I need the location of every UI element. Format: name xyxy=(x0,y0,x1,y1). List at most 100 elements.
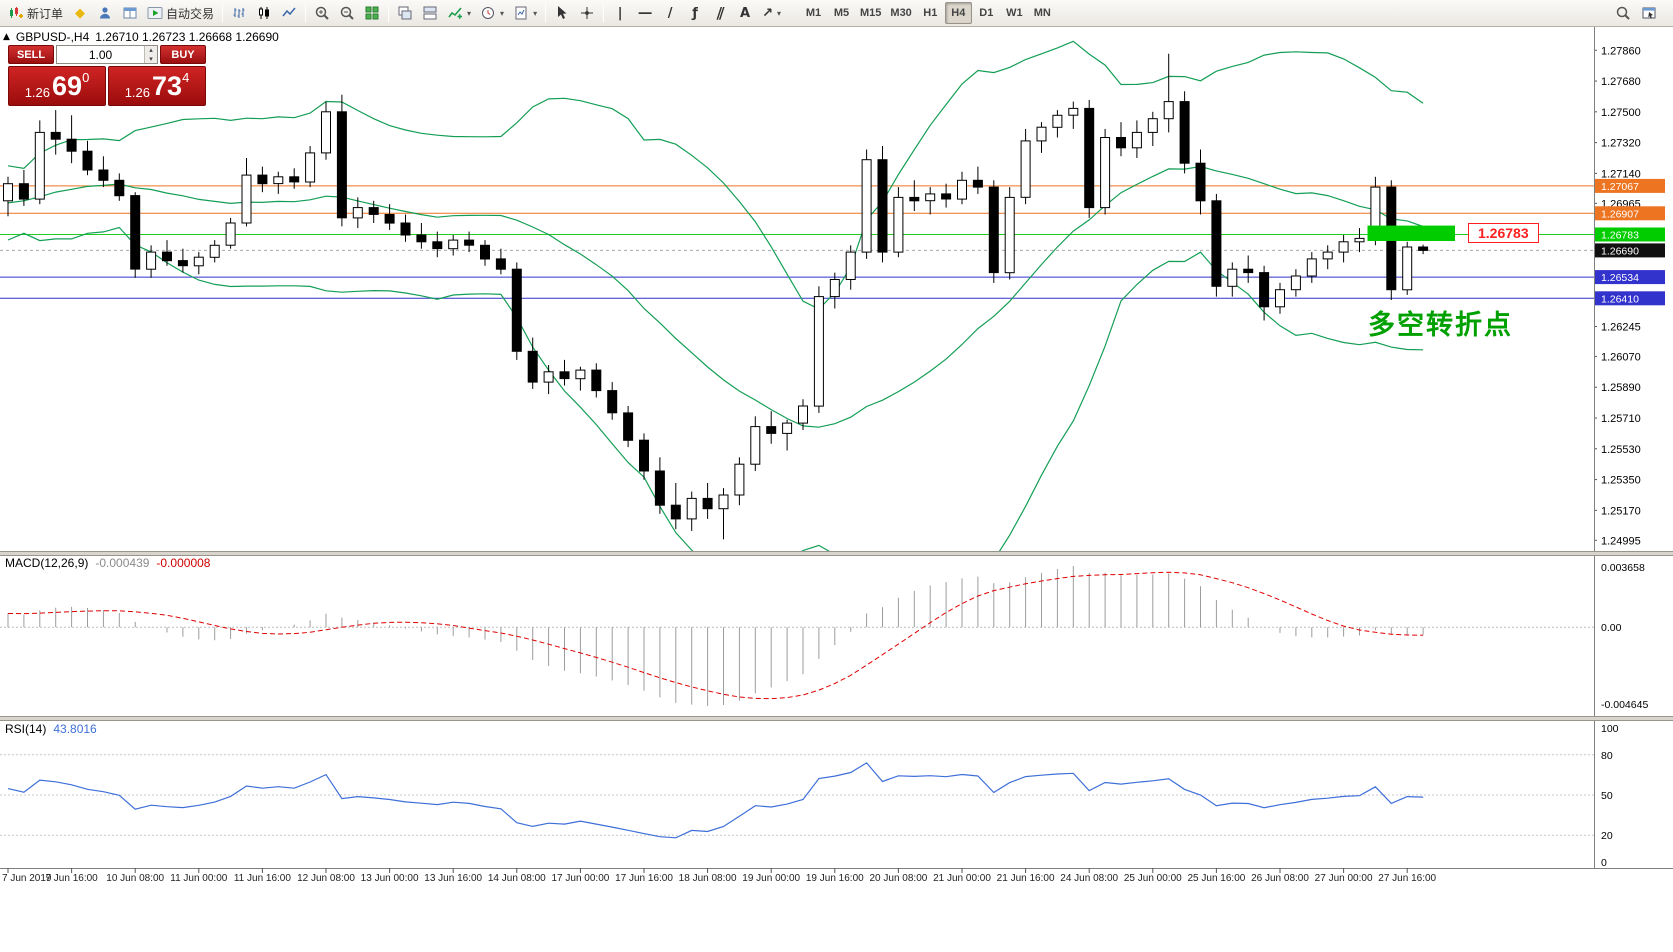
price-tag: 1.26907 xyxy=(1595,206,1665,221)
volume-decrease-button[interactable]: ▾ xyxy=(145,54,157,63)
rsi-indicator-header: RSI(14) 43.8016 xyxy=(5,722,97,736)
time-axis-label: 13 Jun 16:00 xyxy=(424,873,482,884)
sell-button[interactable]: SELL xyxy=(8,45,54,64)
tile-horizontal-icon xyxy=(423,6,437,20)
indicators-caret-icon: ▾ xyxy=(467,8,472,18)
bar-chart-mode-button[interactable] xyxy=(227,2,251,24)
candle xyxy=(1116,137,1126,149)
zoom-out-button[interactable] xyxy=(335,2,359,24)
candle xyxy=(1100,137,1111,209)
cursor-button[interactable] xyxy=(550,2,574,24)
candle xyxy=(591,369,602,392)
time-axis-label: 20 Jun 08:00 xyxy=(869,873,927,884)
rsi-axis-label: 0 xyxy=(1601,857,1607,869)
chart-window-button[interactable] xyxy=(1637,2,1661,24)
chart-ohlc-values: 1.26710 1.26723 1.26668 1.26690 xyxy=(95,30,279,44)
chart-window-icon xyxy=(1642,7,1656,19)
rsi-axis-label: 20 xyxy=(1601,830,1613,842)
price-axis-label: 1.27500 xyxy=(1601,107,1641,119)
text-tool-icon: A xyxy=(740,5,751,21)
vertical-line-tool-button[interactable]: | xyxy=(608,2,632,24)
trendline-tool-button[interactable]: / xyxy=(658,2,682,24)
candle xyxy=(527,350,538,383)
horizontal-line-icon: ― xyxy=(638,5,652,21)
candle xyxy=(1131,131,1142,149)
candle xyxy=(495,258,506,270)
market-watch-button[interactable]: ◆ xyxy=(68,2,92,24)
cascade-windows-button[interactable] xyxy=(393,2,417,24)
price-tag: 1.27067 xyxy=(1595,178,1665,193)
templates-button[interactable]: ▾ xyxy=(509,2,541,24)
indicators-button[interactable]: ▾ xyxy=(443,2,475,24)
autotrading-button[interactable]: 自动交易 xyxy=(143,2,218,24)
horizontal-line-tool-button[interactable]: ― xyxy=(633,2,657,24)
timeframe-button-w1[interactable]: W1 xyxy=(1006,7,1023,19)
highlight-rectangle-object[interactable] xyxy=(1367,225,1456,241)
periods-button[interactable]: ▾ xyxy=(476,2,508,24)
volume-increase-button[interactable]: ▴ xyxy=(145,46,157,55)
crosshair-button[interactable] xyxy=(575,2,599,24)
one-click-collapse-icon[interactable]: ▲ xyxy=(3,32,10,42)
buy-button[interactable]: BUY xyxy=(160,45,206,64)
zoom-in-button[interactable] xyxy=(310,2,334,24)
line-chart-icon xyxy=(282,7,296,17)
rsi-label: RSI(14) xyxy=(5,722,47,736)
sell-price-box[interactable]: 1.26 69 0 xyxy=(8,66,106,106)
time-axis-label: 19 Jun 16:00 xyxy=(806,873,864,884)
candle xyxy=(718,494,729,510)
macd-axis-label: 0.003658 xyxy=(1601,562,1645,574)
tile-horizontal-button[interactable] xyxy=(418,2,442,24)
fibonacci-tool-button[interactable]: ƒ xyxy=(683,2,707,24)
toolbar-separator xyxy=(603,4,605,22)
line-chart-mode-button[interactable] xyxy=(277,2,301,24)
candle xyxy=(1322,251,1333,260)
timeframe-button-m5[interactable]: M5 xyxy=(833,7,850,19)
bollinger-band-line xyxy=(7,165,1424,428)
search-button[interactable] xyxy=(1611,2,1635,24)
price-tag: 1.26690 xyxy=(1595,243,1665,258)
candle xyxy=(66,138,77,152)
arrows-tool-button[interactable]: ↗ ▾ xyxy=(758,2,785,24)
volume-input[interactable] xyxy=(57,46,144,63)
timeframe-button-m1[interactable]: M1 xyxy=(805,7,822,19)
timeframe-button-h4[interactable]: H4 xyxy=(944,2,972,24)
time-axis-label: 24 Jun 08:00 xyxy=(1060,873,1118,884)
timeframe-button-h1[interactable]: H1 xyxy=(923,7,938,19)
candle xyxy=(1052,114,1063,128)
timeframe-button-m15[interactable]: M15 xyxy=(860,7,882,19)
candle xyxy=(813,296,824,407)
main-plot-layer xyxy=(0,40,1594,551)
tile-windows-button[interactable] xyxy=(360,2,384,24)
panel-splitter[interactable] xyxy=(0,716,1673,721)
periods-caret-icon: ▾ xyxy=(500,8,505,18)
price-axis-label: 1.25530 xyxy=(1601,444,1641,456)
candle xyxy=(146,251,157,270)
candle xyxy=(1211,200,1222,287)
buy-price-pips: 73 xyxy=(152,71,183,101)
candle xyxy=(416,234,427,243)
svg-text:1.26907: 1.26907 xyxy=(1601,208,1639,220)
bar-chart-icon xyxy=(233,8,245,18)
candle xyxy=(464,239,475,246)
macd-signal-line xyxy=(7,571,1424,700)
new-order-button[interactable]: 新订单 xyxy=(4,2,67,24)
timeframe-button-mn[interactable]: MN xyxy=(1033,7,1051,19)
candle xyxy=(177,260,188,267)
search-icon xyxy=(1616,6,1630,20)
candle xyxy=(34,131,45,200)
channel-tool-button[interactable]: ∥ xyxy=(708,2,732,24)
time-axis-label: 13 Jun 00:00 xyxy=(361,873,419,884)
panel-splitter[interactable] xyxy=(0,551,1673,556)
text-tool-button[interactable]: A xyxy=(733,2,757,24)
sell-price-pips: 69 xyxy=(52,71,83,101)
time-axis-label: 26 Jun 08:00 xyxy=(1251,873,1309,884)
navigator-button[interactable] xyxy=(93,2,117,24)
data-window-button[interactable] xyxy=(118,2,142,24)
rsi-axis-label: 80 xyxy=(1601,750,1613,762)
timeframe-button-m30[interactable]: M30 xyxy=(890,7,912,19)
buy-price-box[interactable]: 1.26 73 4 xyxy=(108,66,206,106)
timeframe-button-d1[interactable]: D1 xyxy=(979,7,994,19)
candlestick-mode-button[interactable] xyxy=(252,2,276,24)
